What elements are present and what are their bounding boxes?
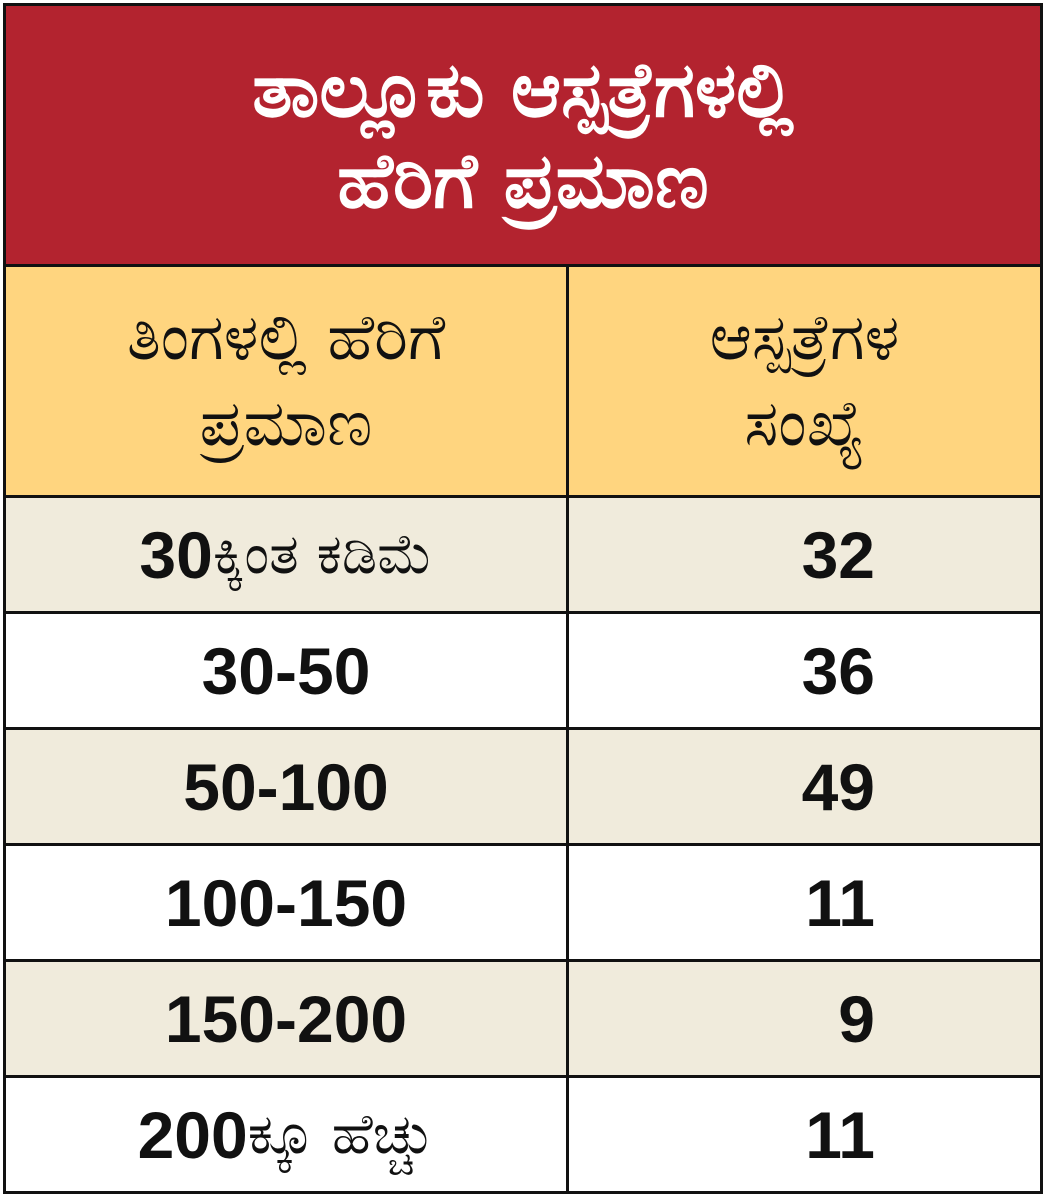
row-1-count-value: 32 — [801, 517, 875, 592]
table-row-3-range: 50-100 — [6, 730, 566, 843]
table-row-1-count: 32 — [569, 498, 1040, 611]
row-5-range-number: 150-200 — [164, 981, 408, 1056]
row-1-range-number: 30 — [139, 517, 213, 592]
column-header-count: ಆಸ್ಪತ್ರೆಗಳ ಸಂಖ್ಯೆ — [569, 267, 1040, 495]
table-row-6-range: 200 ಕ್ಕೂ ಹೆಚ್ಚು — [6, 1078, 566, 1191]
column-header-range-line-1: ತಿಂಗಳಲ್ಲಿ ಹೆರಿಗೆ — [126, 300, 446, 375]
row-6-count-value: 11 — [805, 1097, 875, 1172]
table-row-4-range: 100-150 — [6, 846, 566, 959]
row-3-range-number: 50-100 — [183, 749, 389, 824]
row-2-count-value: 36 — [801, 633, 875, 708]
table-row-3-count: 49 — [569, 730, 1040, 843]
row-2-range-number: 30-50 — [201, 633, 371, 708]
row-4-count-value: 11 — [805, 865, 875, 940]
table-row-5-count: 9 — [569, 962, 1040, 1075]
delivery-table: ತಾಲ್ಲೂಕು ಆಸ್ಪತ್ರೆಗಳಲ್ಲಿ ಹೆರಿಗೆ ಪ್ರಮಾಣ ತಿ… — [3, 3, 1043, 1194]
table-row-2-count: 36 — [569, 614, 1040, 727]
column-header-count-line-2: ಸಂಖ್ಯೆ — [744, 387, 865, 461]
row-6-range-number: 200 — [137, 1097, 248, 1172]
column-header-range: ತಿಂಗಳಲ್ಲಿ ಹೆರಿಗೆ ಪ್ರಮಾಣ — [6, 267, 566, 495]
row-6-range-suffix: ಕ್ಕೂ ಹೆಚ್ಚು — [247, 1101, 435, 1167]
row-5-count-value: 9 — [838, 981, 875, 1056]
row-3-count-value: 49 — [801, 749, 875, 824]
column-header-range-line-2: ಪ್ರಮಾಣ — [199, 387, 373, 461]
table-row-4-count: 11 — [569, 846, 1040, 959]
table-row-5-range: 150-200 — [6, 962, 566, 1075]
table-row-2-range: 30-50 — [6, 614, 566, 727]
table-row-6-count: 11 — [569, 1078, 1040, 1191]
row-1-range-suffix: ಕ್ಕಿಂತ ಕಡಿಮೆ — [212, 521, 433, 587]
column-header-count-line-1: ಆಸ್ಪತ್ರೆಗಳ — [709, 300, 900, 375]
title-line-1: ತಾಲ್ಲೂಕು ಆಸ್ಪತ್ರೆಗಳಲ್ಲಿ — [252, 44, 794, 134]
title-line-2: ಹೆರಿಗೆ ಪ್ರಮಾಣ — [337, 136, 709, 225]
table-row-1-range: 30 ಕ್ಕಿಂತ ಕಡಿಮೆ — [6, 498, 566, 611]
table-title: ತಾಲ್ಲೂಕು ಆಸ್ಪತ್ರೆಗಳಲ್ಲಿ ಹೆರಿಗೆ ಪ್ರಮಾಣ — [6, 6, 1040, 264]
row-4-range-number: 100-150 — [164, 865, 408, 940]
